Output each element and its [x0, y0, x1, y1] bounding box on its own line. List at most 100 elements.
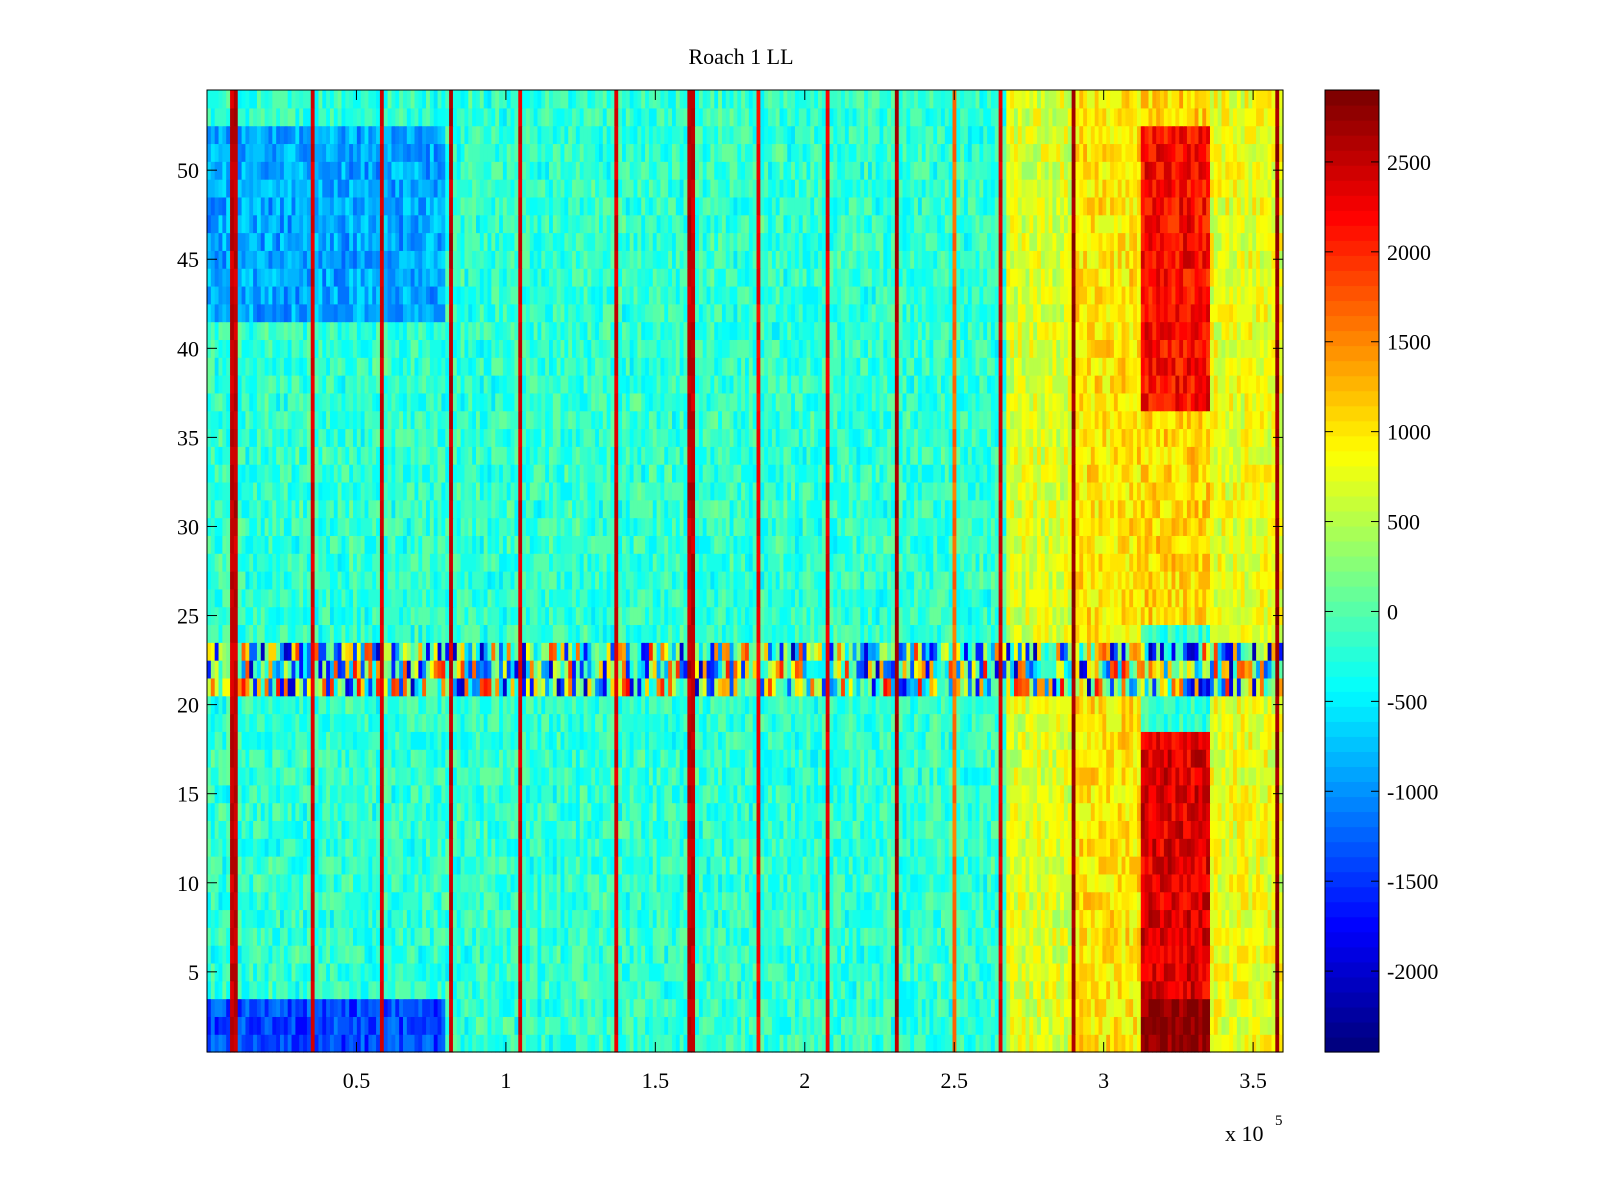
heatmap-cell — [1140, 962, 1146, 982]
heatmap-cell — [645, 749, 650, 768]
heatmap-cell — [798, 856, 804, 875]
heatmap-cell — [798, 945, 804, 964]
heatmap-cell — [522, 820, 527, 839]
heatmap-cell — [1183, 766, 1188, 786]
heatmap-cell — [737, 980, 742, 1000]
heatmap-cell — [902, 927, 907, 946]
heatmap-cell — [714, 945, 719, 964]
heatmap-cell — [1106, 856, 1111, 875]
heatmap-cell — [1186, 820, 1192, 839]
heatmap-cell — [629, 1016, 635, 1035]
heatmap-cell — [610, 998, 615, 1017]
heatmap-cell — [1044, 1034, 1050, 1053]
heatmap-cell — [260, 891, 266, 911]
heatmap-cell — [914, 945, 919, 964]
heatmap-cell — [1179, 749, 1184, 768]
heatmap-cell — [1083, 998, 1088, 1017]
heatmap-cell — [1267, 766, 1273, 786]
heatmap-cell — [910, 1034, 915, 1053]
heatmap-cell — [1106, 980, 1111, 1000]
heatmap-cell — [702, 962, 708, 982]
heatmap-cell — [226, 998, 231, 1017]
heatmap-cell — [768, 856, 773, 875]
heatmap-cell — [241, 838, 247, 857]
heatmap-cell — [1010, 856, 1015, 875]
heatmap-cell — [1121, 784, 1127, 804]
heatmap-cell — [1152, 998, 1157, 1017]
heatmap-cell — [864, 784, 869, 804]
heatmap-cell — [564, 731, 569, 750]
heatmap-cell — [260, 731, 266, 750]
heatmap-cell — [837, 749, 842, 768]
heatmap-cell — [399, 891, 404, 911]
heatmap-cell — [518, 873, 523, 893]
heatmap-cell — [864, 856, 869, 875]
heatmap-cell — [506, 749, 512, 768]
heatmap-cell — [353, 838, 358, 857]
heatmap-cell — [1117, 998, 1123, 1017]
heatmap-cell — [460, 980, 466, 1000]
heatmap-cell — [253, 802, 258, 821]
heatmap-cell — [529, 998, 535, 1017]
heatmap-cell — [737, 927, 742, 946]
heatmap-cell — [695, 856, 700, 875]
heatmap-cell — [406, 802, 412, 821]
heatmap-cell — [314, 945, 320, 964]
heatmap-cell — [568, 980, 573, 1000]
heatmap-cell — [625, 802, 631, 821]
heatmap-cell — [422, 838, 427, 857]
heatmap-cell — [537, 820, 542, 839]
heatmap-cell — [818, 945, 823, 964]
heatmap-cell — [1094, 802, 1100, 821]
heatmap-cell — [575, 980, 581, 1000]
heatmap-cell — [618, 891, 623, 911]
heatmap-cell — [637, 998, 642, 1017]
heatmap-cell — [460, 927, 466, 946]
heatmap-cell — [533, 749, 539, 768]
heatmap-cell — [1259, 962, 1265, 982]
heatmap-cell — [718, 962, 723, 982]
heatmap-cell — [391, 891, 396, 911]
heatmap-cell — [1033, 909, 1038, 928]
heatmap-cell — [906, 891, 911, 911]
heatmap-cell — [322, 1016, 327, 1035]
heatmap-cell — [1136, 891, 1142, 911]
heatmap-cell — [987, 838, 992, 857]
heatmap-cell — [783, 820, 788, 839]
heatmap-cell — [306, 962, 312, 982]
heatmap-cell — [671, 856, 677, 875]
heatmap-cell — [402, 945, 408, 964]
heatmap-cell — [491, 838, 496, 857]
heatmap-cell — [237, 998, 243, 1017]
heatmap-cell — [487, 927, 492, 946]
heatmap-cell — [1133, 945, 1138, 964]
heatmap-cell — [929, 802, 934, 821]
heatmap-cell — [648, 980, 654, 1000]
heatmap-cell — [460, 1034, 466, 1053]
heatmap-cell — [303, 1034, 308, 1053]
heatmap-cell — [695, 802, 700, 821]
heatmap-cell — [775, 749, 781, 768]
heatmap-cell — [633, 1034, 638, 1053]
heatmap-cell — [441, 802, 446, 821]
heatmap-cell — [1252, 873, 1257, 893]
heatmap-cell — [379, 980, 385, 1000]
heatmap-cell — [794, 962, 800, 982]
heatmap-cell — [1044, 998, 1050, 1017]
heatmap-cell — [1044, 962, 1050, 982]
heatmap-cell — [598, 749, 604, 768]
heatmap-cell — [406, 927, 412, 946]
heatmap-cell — [1121, 980, 1127, 1000]
heatmap-cell — [829, 1034, 834, 1053]
heatmap-cell — [1087, 980, 1092, 1000]
heatmap-cell — [891, 802, 896, 821]
heatmap-cell — [437, 766, 443, 786]
heatmap-cell — [314, 820, 320, 839]
heatmap-cell — [268, 731, 273, 750]
heatmap-cell — [921, 820, 927, 839]
heatmap-cell — [299, 731, 304, 750]
heatmap-cell — [1263, 998, 1269, 1017]
heatmap-cell — [345, 873, 350, 893]
heatmap-cell — [979, 1016, 984, 1035]
heatmap-cell — [460, 731, 466, 750]
